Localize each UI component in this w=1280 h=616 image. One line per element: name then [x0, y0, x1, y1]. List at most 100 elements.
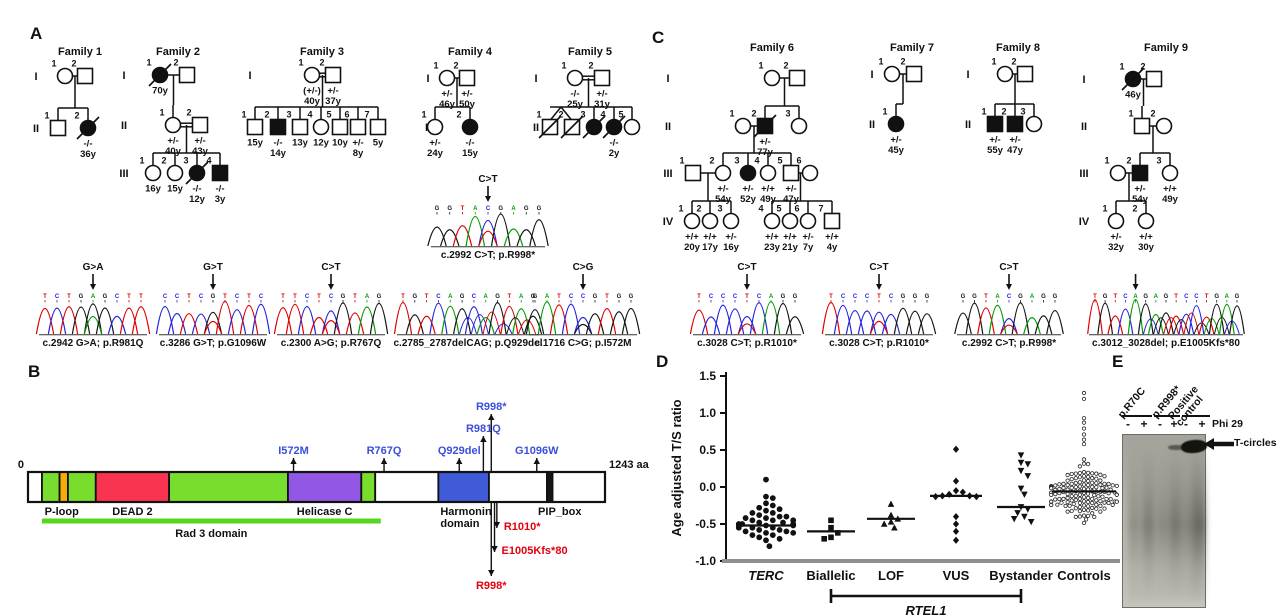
svg-text:A: A — [1133, 294, 1138, 300]
svg-text:47y: 47y — [1007, 145, 1024, 156]
svg-text:+/-: +/- — [890, 135, 901, 146]
svg-text:4: 4 — [754, 156, 759, 166]
svg-text:+/-: +/- — [429, 138, 440, 149]
svg-text:T: T — [697, 294, 701, 300]
svg-text:T: T — [43, 294, 47, 300]
pedigree-family-3: Family 3III1(+/-)40y2+/-37y115y2-/-14y31… — [241, 42, 392, 173]
svg-text:3: 3 — [1020, 107, 1025, 117]
svg-text:1: 1 — [51, 59, 56, 69]
svg-text:C: C — [1007, 294, 1012, 300]
svg-text:G1096W: G1096W — [515, 445, 559, 457]
gel-smear — [1193, 443, 1206, 601]
pedigree-family-9: Family 9 I II III IV 1 46y 2 1 2 1 2 +/- 54y 3 +/+ 49y 1 +… — [1076, 38, 1276, 257]
svg-text:C: C — [436, 294, 441, 300]
svg-text:52y: 52y — [740, 194, 757, 205]
svg-text:2: 2 — [1011, 57, 1016, 67]
phi29-sign: - — [1184, 417, 1188, 431]
svg-text:G: G — [447, 206, 452, 212]
svg-text:-0.5: -0.5 — [695, 517, 716, 531]
svg-text:+/-: +/- — [989, 135, 1000, 146]
svg-text:70y: 70y — [152, 86, 169, 97]
svg-text:VUS: VUS — [943, 568, 970, 583]
svg-text:-/-: -/- — [571, 89, 580, 100]
svg-text:-/-: -/- — [610, 138, 619, 149]
svg-text:C>T: C>T — [737, 262, 756, 273]
svg-text:C: C — [472, 294, 477, 300]
svg-text:1: 1 — [433, 61, 438, 71]
svg-text:T: T — [139, 294, 143, 300]
svg-text:C: C — [757, 294, 762, 300]
svg-text:G: G — [531, 294, 536, 300]
svg-text:C: C — [581, 294, 586, 300]
svg-text:C: C — [889, 294, 894, 300]
svg-text:7y: 7y — [803, 242, 814, 252]
svg-text:C>T: C>T — [869, 262, 888, 273]
phi29-sign: + — [1170, 417, 1178, 431]
svg-text:C: C — [115, 294, 120, 300]
gel-smear — [1142, 443, 1155, 601]
svg-text:2: 2 — [453, 61, 458, 71]
svg-text:T: T — [281, 294, 285, 300]
svg-text:A: A — [1030, 294, 1035, 300]
svg-text:Family 3: Family 3 — [300, 46, 344, 58]
pedigree-family-1: Family 1 I II 1 2 1 2 -/- 36y — [28, 42, 128, 173]
svg-text:25y: 25y — [567, 99, 584, 110]
panel-c-label: C — [652, 28, 665, 47]
svg-text:2: 2 — [186, 108, 191, 118]
lane-group-line — [1154, 415, 1180, 417]
svg-text:1: 1 — [1102, 204, 1107, 214]
svg-text:I572M: I572M — [278, 445, 309, 457]
svg-text:R998*: R998* — [476, 401, 507, 413]
svg-text:+/-: +/- — [785, 184, 796, 195]
pedigree-family-7: Family 7 I II 1 2 1 +/- 45y — [864, 38, 956, 173]
svg-text:-1.0: -1.0 — [695, 554, 716, 568]
svg-text:45y: 45y — [888, 145, 905, 156]
svg-text:Helicase C: Helicase C — [297, 506, 353, 518]
pedigree-family-5: Family 5 I II 1 -/- 25y 2 +/- 31y 1 2 3 4 -/- 2y 5 — [528, 42, 642, 173]
svg-text:T: T — [557, 294, 561, 300]
svg-text:-/-: -/- — [466, 138, 475, 149]
svg-text:II: II — [1081, 121, 1087, 133]
svg-text:49y: 49y — [1162, 194, 1179, 205]
svg-text:+/-: +/- — [461, 89, 472, 100]
svg-text:14y: 14y — [270, 148, 287, 159]
svg-text:-/-: -/- — [84, 139, 93, 150]
svg-text:+/-: +/- — [742, 184, 753, 195]
svg-text:G>A: G>A — [83, 262, 104, 273]
svg-text:23y: 23y — [764, 242, 781, 252]
svg-text:+/-: +/- — [596, 89, 607, 100]
svg-text:+/-: +/- — [759, 137, 770, 148]
svg-text:1: 1 — [298, 58, 303, 68]
svg-text:49y: 49y — [760, 194, 777, 205]
svg-text:1: 1 — [242, 110, 247, 120]
svg-text:2: 2 — [751, 109, 756, 119]
svg-text:P-loop: P-loop — [45, 506, 79, 518]
svg-text:+/+: +/+ — [703, 232, 717, 243]
svg-text:+/-: +/- — [167, 136, 178, 147]
pedigree-family-8: Family 8 I II 1 2 1 +/- 55y 2 +/- 47y 3 — [960, 38, 1072, 173]
svg-text:C>T: C>T — [999, 262, 1018, 273]
svg-text:2: 2 — [783, 61, 788, 71]
gel-smear — [1169, 443, 1182, 601]
svg-text:+/+: +/+ — [685, 232, 699, 243]
svg-text:G: G — [103, 294, 108, 300]
svg-text:A: A — [769, 294, 774, 300]
svg-text:10y: 10y — [332, 138, 349, 149]
svg-text:+/+: +/+ — [783, 232, 797, 243]
svg-text:1: 1 — [1128, 109, 1133, 119]
svg-text:1: 1 — [758, 61, 763, 71]
svg-text:46y: 46y — [439, 99, 456, 110]
svg-text:4: 4 — [600, 110, 605, 120]
svg-text:16y: 16y — [723, 242, 740, 252]
svg-text:2: 2 — [456, 110, 461, 120]
svg-text:TERC: TERC — [748, 568, 784, 583]
svg-text:T: T — [187, 294, 191, 300]
svg-text:4: 4 — [758, 204, 763, 214]
svg-text:2: 2 — [319, 58, 324, 68]
svg-text:40y: 40y — [304, 96, 321, 107]
svg-text:A: A — [995, 294, 1000, 300]
svg-text:1: 1 — [44, 111, 49, 121]
